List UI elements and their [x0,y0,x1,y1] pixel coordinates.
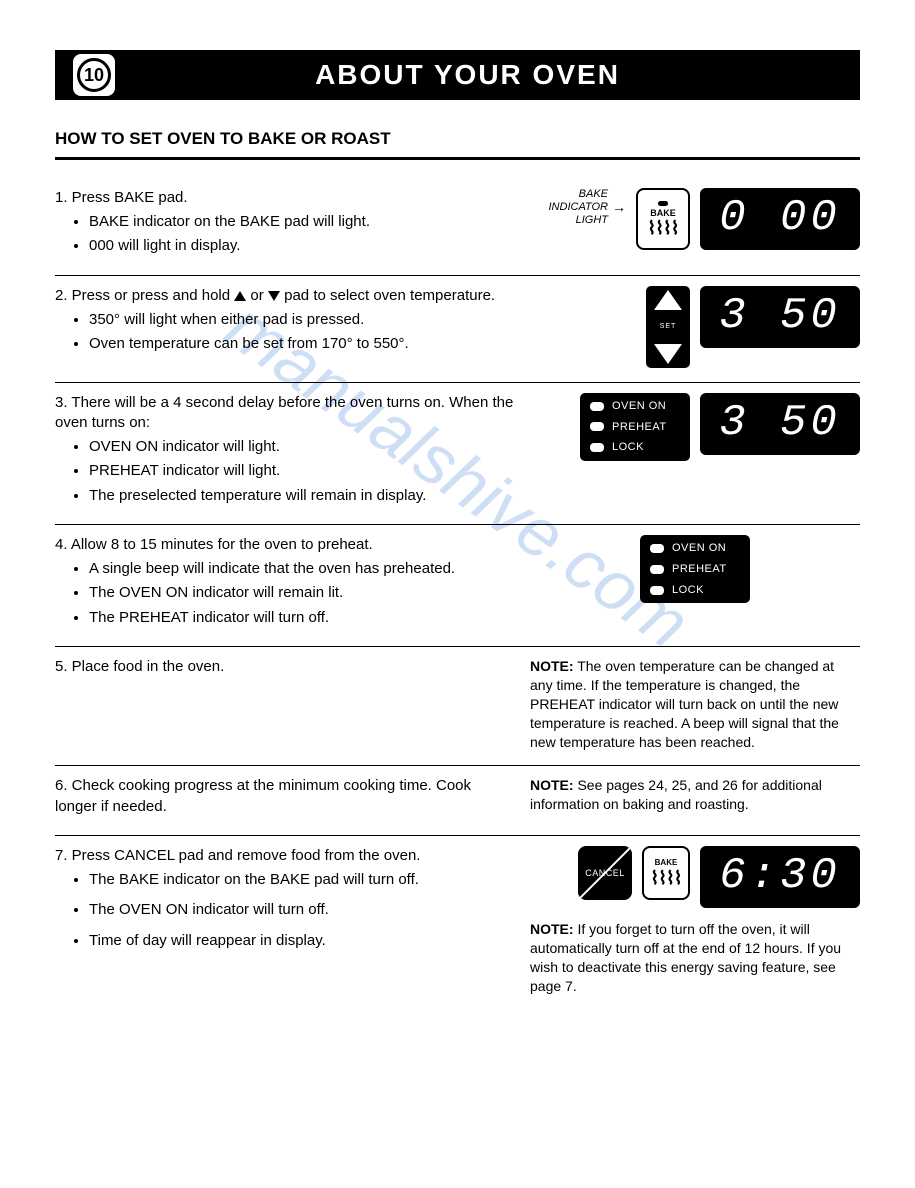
bullet: OVEN ON indicator will light. [89,437,515,457]
note-text: If you forget to turn off the oven, it w… [530,921,841,994]
down-arrow-icon [654,344,682,364]
indicator-panel: OVEN ON PREHEAT LOCK [640,535,750,604]
step-bullets: The BAKE indicator on the BAKE pad will … [89,870,515,951]
oven-on-label: OVEN ON [672,541,726,556]
bullet: 350° will light when either pad is press… [89,310,515,330]
bullet: The BAKE indicator on the BAKE pad will … [89,870,515,890]
page-number-box: 10 [73,54,115,96]
note-prefix: NOTE: [530,777,574,793]
lock-dot-icon [590,443,604,452]
note-text: See pages 24, 25, and 26 for additional … [530,777,822,812]
step-bullets: A single beep will indicate that the ove… [89,559,515,628]
display-readout: 3 50 [700,286,860,348]
display-readout: 0 00 [700,188,860,250]
bullet: The OVEN ON indicator will turn off. [89,900,515,920]
step-text: 7. Press CANCEL pad and remove food from… [55,846,515,996]
note: NOTE: See pages 24, 25, and 26 for addit… [530,776,860,821]
section-title: HOW TO SET OVEN TO BAKE OR ROAST [55,128,860,160]
step-bullets: BAKE indicator on the BAKE pad will ligh… [89,212,515,257]
step-main: 7. Press CANCEL pad and remove food from… [55,846,515,866]
note: NOTE: The oven temperature can be change… [530,657,860,751]
step-visual: OVEN ON PREHEAT LOCK [530,535,860,632]
step-1: 1. Press BAKE pad. BAKE indicator on the… [55,178,860,276]
bullet: 000 will light in display. [89,236,515,256]
bullet: The preselected temperature will remain … [89,486,515,506]
step-main: 5. Place food in the oven. [55,657,515,677]
set-label: SET [660,322,677,331]
lock-label: LOCK [672,583,704,598]
page-number: 10 [77,58,111,92]
preheat-dot-icon [650,565,664,574]
step-6: 6. Check cooking progress at the minimum… [55,766,860,836]
bake-indicator-label: BAKEINDICATORLIGHT [549,188,609,228]
bullet: A single beep will indicate that the ove… [89,559,515,579]
note-prefix: NOTE: [530,921,574,937]
heat-waves-icon: ⌇⌇⌇⌇ [650,869,681,887]
bullet: The PREHEAT indicator will turn off. [89,608,515,628]
note-text: The oven temperature can be changed at a… [530,658,839,750]
down-triangle-icon [268,291,280,301]
step-main: 1. Press BAKE pad. [55,188,515,208]
note: NOTE: If you forget to turn off the oven… [530,920,860,996]
step-main: 3. There will be a 4 second delay before… [55,393,515,434]
step-4: 4. Allow 8 to 15 minutes for the oven to… [55,525,860,647]
indicator-row: PREHEAT [650,562,740,577]
step-bullets: OVEN ON indicator will light. PREHEAT in… [89,437,515,506]
step-text: 3. There will be a 4 second delay before… [55,393,515,510]
bullet: The OVEN ON indicator will remain lit. [89,583,515,603]
step-main: 4. Allow 8 to 15 minutes for the oven to… [55,535,515,555]
display-readout: 6:30 [700,846,860,908]
up-triangle-icon [234,291,246,301]
preheat-dot-icon [590,422,604,431]
bake-pad-icon: BAKE ⌇⌇⌇⌇ [642,846,690,900]
step-main: 2. Press or press and hold or pad to sel… [55,286,515,306]
step7-right-col: CANCEL BAKE ⌇⌇⌇⌇ 6:30 NOTE: If you forge… [530,846,860,996]
preheat-label: PREHEAT [612,420,667,435]
step-visual: OVEN ON PREHEAT LOCK 3 50 [530,393,860,510]
step-3: 3. There will be a 4 second delay before… [55,383,860,525]
bake-pad-icon: BAKE ⌇⌇⌇⌇ [636,188,690,250]
set-pad-icon: SET [646,286,690,368]
step7-visual-row: CANCEL BAKE ⌇⌇⌇⌇ 6:30 [530,846,860,908]
step-main: 6. Check cooking progress at the minimum… [55,776,515,817]
indicator-row: LOCK [650,583,740,598]
indicator-row: LOCK [590,440,680,455]
cancel-pad-icon: CANCEL [578,846,632,900]
step-visual: SET 3 50 [530,286,860,368]
step-text: 1. Press BAKE pad. BAKE indicator on the… [55,188,515,261]
bullet: BAKE indicator on the BAKE pad will ligh… [89,212,515,232]
up-arrow-icon [654,290,682,310]
bullet: Time of day will reappear in display. [89,931,515,951]
indicator-panel: OVEN ON PREHEAT LOCK [580,393,690,462]
step-text: 2. Press or press and hold or pad to sel… [55,286,515,368]
preheat-label: PREHEAT [672,562,727,577]
bake-dot-icon [658,201,668,206]
step-7: 7. Press CANCEL pad and remove food from… [55,836,860,1010]
oven-on-dot-icon [650,544,664,553]
display-readout: 3 50 [700,393,860,455]
header-bar: 10 ABOUT YOUR OVEN [55,50,860,100]
cancel-label: CANCEL [585,867,625,879]
step-2: 2. Press or press and hold or pad to sel… [55,276,860,383]
indicator-row: OVEN ON [650,541,740,556]
oven-on-dot-icon [590,402,604,411]
lock-label: LOCK [612,440,644,455]
step-text: 4. Allow 8 to 15 minutes for the oven to… [55,535,515,632]
step-visual: BAKEINDICATORLIGHT → BAKE ⌇⌇⌇⌇ 0 00 [530,188,860,261]
bullet: Oven temperature can be set from 170° to… [89,334,515,354]
note-prefix: NOTE: [530,658,574,674]
bake-indicator-label-area: BAKEINDICATORLIGHT → [549,188,627,228]
step-text: 5. Place food in the oven. [55,657,515,751]
arrow-right-icon: → [612,198,626,217]
oven-on-label: OVEN ON [612,399,666,414]
step-text: 6. Check cooking progress at the minimum… [55,776,515,821]
indicator-row: OVEN ON [590,399,680,414]
bullet: PREHEAT indicator will light. [89,461,515,481]
lock-dot-icon [650,586,664,595]
indicator-row: PREHEAT [590,420,680,435]
header-title: ABOUT YOUR OVEN [135,56,860,94]
step-5: 5. Place food in the oven. NOTE: The ove… [55,647,860,766]
step-bullets: 350° will light when either pad is press… [89,310,515,355]
heat-waves-icon: ⌇⌇⌇⌇ [647,219,678,237]
